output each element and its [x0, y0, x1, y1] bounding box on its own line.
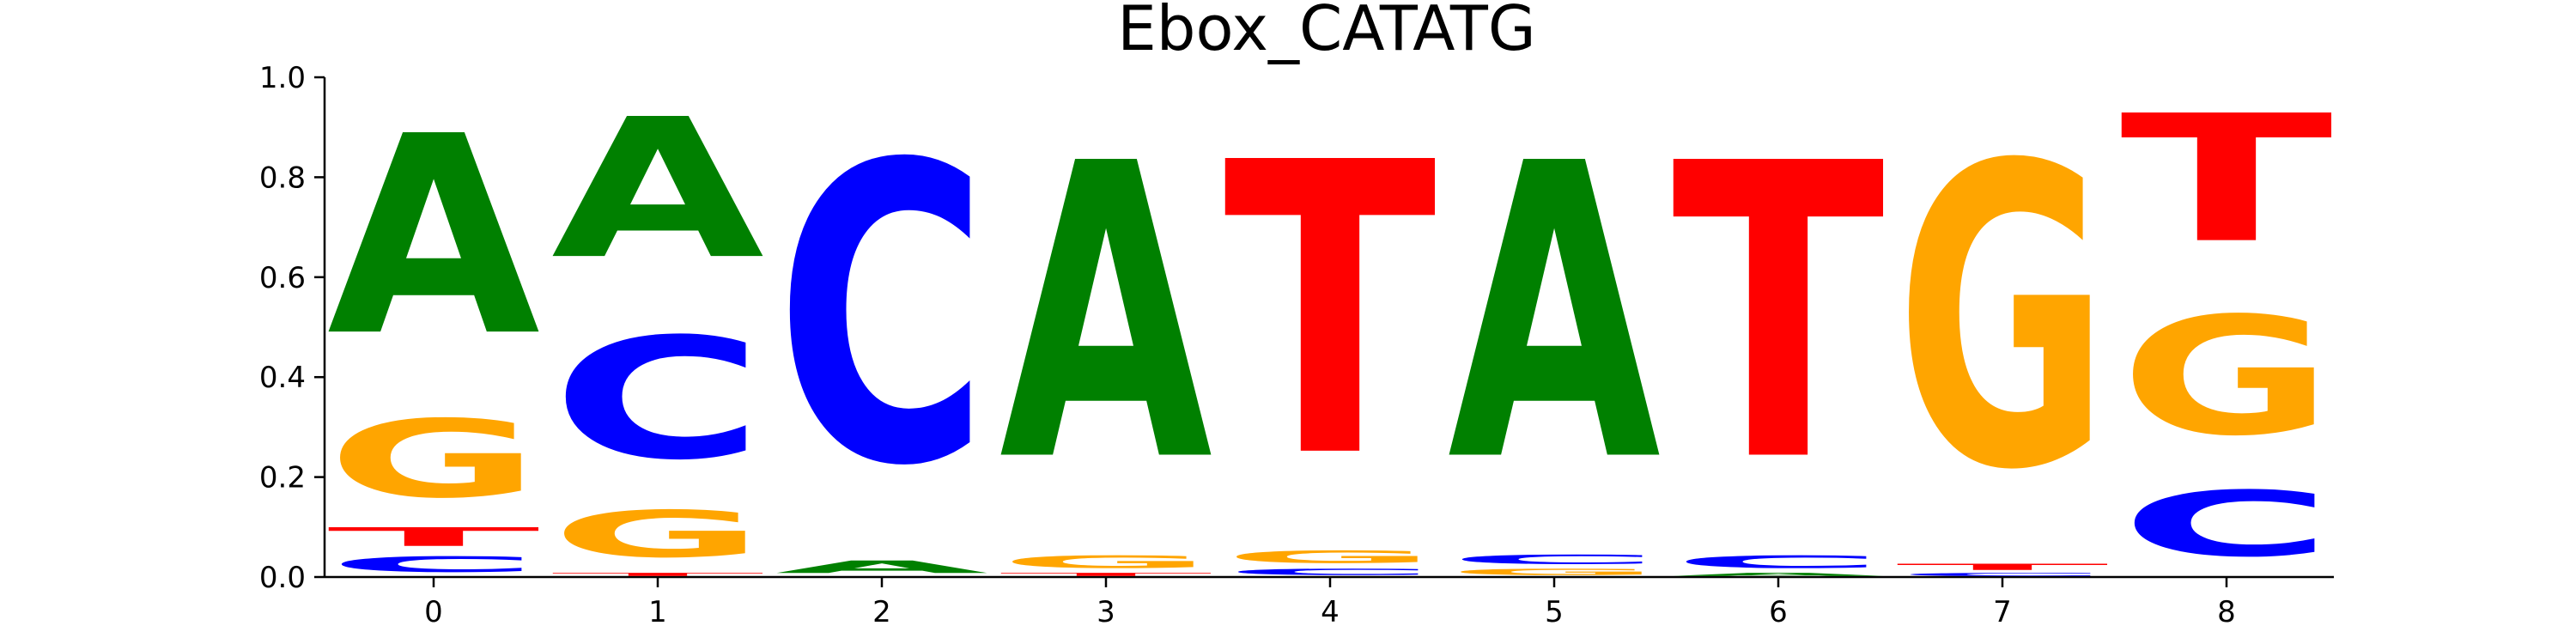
logo-letter-T: T	[1896, 562, 2111, 573]
logo-letter-G: G	[1896, 77, 2109, 560]
y-tick-label: 0.4	[259, 361, 306, 395]
logo-letter-C: C	[1224, 567, 1437, 577]
chart-title: Ebox_CATATG	[1117, 0, 1535, 64]
x-tick-label: 8	[2217, 595, 2236, 629]
logo-letter-A: A	[1448, 79, 1662, 551]
logo-letter-A: A	[999, 79, 1214, 551]
logo-letter-G: G	[999, 552, 1212, 572]
logo-letter-A: A	[1672, 572, 1885, 577]
y-axis: 0.0 0.2 0.4 0.6 0.8 1.0	[259, 61, 326, 595]
logo-letter-T: T	[2120, 77, 2335, 282]
logo-letter-T: T	[1224, 78, 1438, 546]
x-tick-label: 0	[424, 595, 443, 629]
x-tick-label: 3	[1097, 595, 1115, 629]
logo-letter-T: T	[327, 522, 542, 552]
y-tick-label: 0.2	[259, 461, 306, 495]
logo-letter-C: C	[1896, 572, 2109, 577]
logo-letter-C: C	[1448, 552, 1661, 567]
logo-letter-G: G	[551, 497, 764, 572]
y-tick-label: 1.0	[259, 61, 306, 95]
y-tick-label: 0.8	[259, 161, 306, 195]
logo-letter-C: C	[551, 302, 764, 496]
logo-letter-G: G	[1224, 547, 1437, 567]
x-tick-label: 1	[648, 595, 667, 629]
logo-letter-T: T	[551, 572, 766, 577]
logo-letter-T: T	[1672, 79, 1886, 550]
x-tick-label: 7	[1993, 595, 2012, 629]
logo-letter-A: A	[551, 78, 766, 302]
logo-letter-C: C	[1672, 552, 1885, 572]
y-tick-label: 0.0	[259, 561, 306, 595]
logo-letter-G: G	[1448, 567, 1661, 577]
logo-letter-A: A	[327, 79, 542, 397]
y-tick-label: 0.6	[259, 261, 306, 295]
logo-letter-G: G	[327, 398, 540, 521]
logo-letter-C: C	[2120, 472, 2333, 577]
x-tick-label: 5	[1545, 595, 1564, 629]
logo-letter-A: A	[775, 557, 988, 577]
x-axis: 0 1 2 3 4 5 6 7 8	[325, 575, 2334, 629]
x-tick-label: 4	[1321, 595, 1340, 629]
x-tick-label: 6	[1769, 595, 1788, 629]
logo-letter-C: C	[775, 78, 988, 556]
logo-letter-T: T	[999, 572, 1214, 577]
logo-letter-C: C	[327, 552, 540, 577]
x-tick-label: 2	[872, 595, 891, 629]
logo-letter-G: G	[2120, 283, 2333, 472]
